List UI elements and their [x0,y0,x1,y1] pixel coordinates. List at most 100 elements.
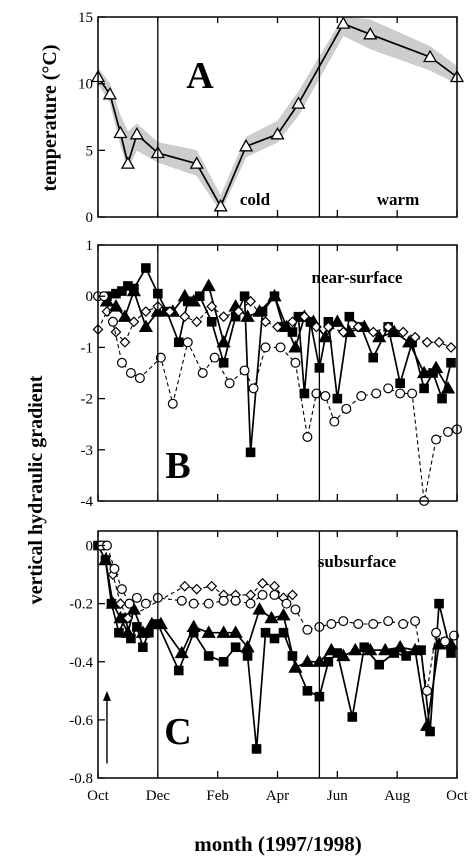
series-3-point [176,595,187,606]
series-1-point [216,334,231,348]
temperature-axis-label: temperature (°C) [39,44,61,191]
series-3-point [431,627,442,638]
series-2-point [218,311,230,323]
series-1-point [279,319,294,333]
y-tick-label: 5 [86,143,94,159]
series-2-point [245,295,257,307]
series-3-point [302,432,313,443]
series-2-point [140,306,152,318]
series-1-point [177,288,192,302]
series-0-point [395,378,405,389]
series-0-point [446,357,456,368]
series-2-point [421,336,433,348]
panel-label: B [165,445,190,487]
series-0-point [114,627,124,638]
series-3-point [188,598,199,609]
series-2-point [164,306,176,318]
series-0-point [270,127,285,140]
series-2-point [272,321,283,333]
series-1-point [408,642,423,656]
series-1-point [186,294,201,307]
y-tick-label: 0 [86,289,94,305]
series-0-point [238,139,254,152]
series-0-point [213,199,228,212]
series-3-point [326,618,337,629]
series-3-point [383,616,394,627]
series-3-point [368,618,379,629]
series-1-point [117,309,133,322]
series-2-point [397,326,409,338]
series-3-point [155,352,166,363]
series-1-point [108,299,124,312]
series-2-point [367,326,379,338]
annotation-subsurface: subsurface [318,552,397,571]
series-3-point [218,595,229,606]
series-3-point [134,373,145,384]
series-1-point [201,278,216,292]
series-3-point [275,342,286,353]
series-0-point [117,286,127,296]
series-2-point [409,331,421,343]
series-2-point [233,306,245,318]
hydraulic-gradient-axis-label: vertical hydraulic gradient [25,375,47,604]
series-2-point [287,589,298,601]
series-2-point [206,300,218,312]
series-3-point [230,595,241,606]
x-tick-label: Aug [384,788,410,804]
series-1-point [144,616,159,630]
series-0-point [102,87,118,100]
series-3-point [269,589,280,600]
series-2-point [269,580,280,592]
x-tick-label: Apr [266,788,289,804]
series-0-point [173,337,184,348]
series-1-point [126,283,142,297]
series-0-point [299,388,310,399]
series-1-point [387,324,402,338]
series-2-point [382,321,394,333]
series-2-point [337,326,349,338]
series-2-point [257,577,268,589]
series-3-point [203,598,214,609]
series-2-point [110,326,122,338]
series-2-point [114,598,126,610]
series-1-point [393,639,408,653]
series-1-point [216,625,231,638]
series-3-point [124,598,135,609]
panel-label: C [164,711,191,753]
series-1-point [267,288,282,302]
series-3-point [167,398,178,409]
series-0-point [422,49,438,63]
series-0-point [434,598,444,609]
series-3-point [407,388,418,399]
series-3-point [338,616,349,627]
series-0-point [363,27,378,40]
series-1-point [419,718,435,731]
series-0-point [336,16,351,29]
series-0-point [368,352,379,363]
y-tick-label: -4 [81,494,94,510]
series-0-point [173,665,184,676]
month-axis-label: month (1997/1998) [194,832,361,856]
series-0-point [239,291,250,301]
series-3-line [100,544,455,691]
x-tick-label: Jun [327,788,348,804]
series-3-point [311,388,322,399]
series-0-point [218,656,229,667]
y-tick-label: -0.8 [69,771,93,787]
annotation-cold: cold [240,190,271,209]
series-3-point [209,352,220,363]
series-0-point [203,651,214,661]
series-0-point [302,686,313,696]
series-0-point [332,393,343,404]
series-0-point [446,648,456,658]
series-0-point [129,127,144,140]
series-1-point [276,607,291,621]
series-1-point [252,602,267,615]
y-tick-label: -0.4 [69,655,93,671]
series-3-point [383,383,394,394]
series-3-point [248,383,259,394]
series-3-point [422,685,433,696]
series-2-point [179,311,191,323]
